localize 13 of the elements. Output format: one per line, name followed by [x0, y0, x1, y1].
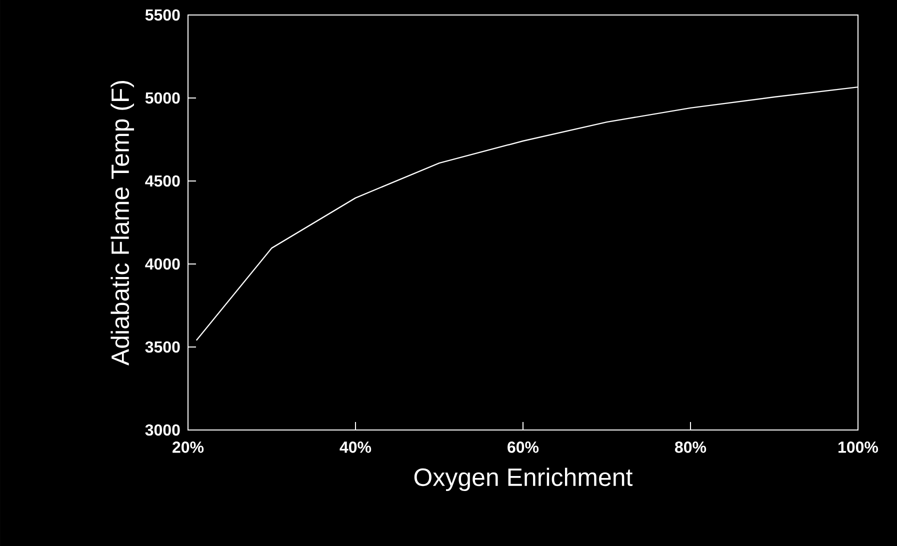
y-tick-label: 5500 — [145, 9, 180, 21]
y-axis-title: Adiabatic Flame Temp (F) — [110, 80, 134, 366]
x-tick-label: 80% — [674, 442, 706, 453]
y-tick-label: 3500 — [145, 341, 180, 353]
x-tick-label: 40% — [340, 442, 372, 453]
x-tick-label: 100% — [838, 442, 878, 453]
x-axis-title: Oxygen Enrichment — [414, 468, 633, 492]
y-tick-label: 4000 — [145, 258, 180, 270]
y-tick-label: 3000 — [145, 424, 180, 436]
y-tick-label: 5000 — [145, 92, 180, 104]
x-tick-label: 20% — [172, 442, 204, 453]
y-tick-label: 4500 — [145, 175, 180, 187]
x-tick-label: 60% — [508, 442, 539, 453]
